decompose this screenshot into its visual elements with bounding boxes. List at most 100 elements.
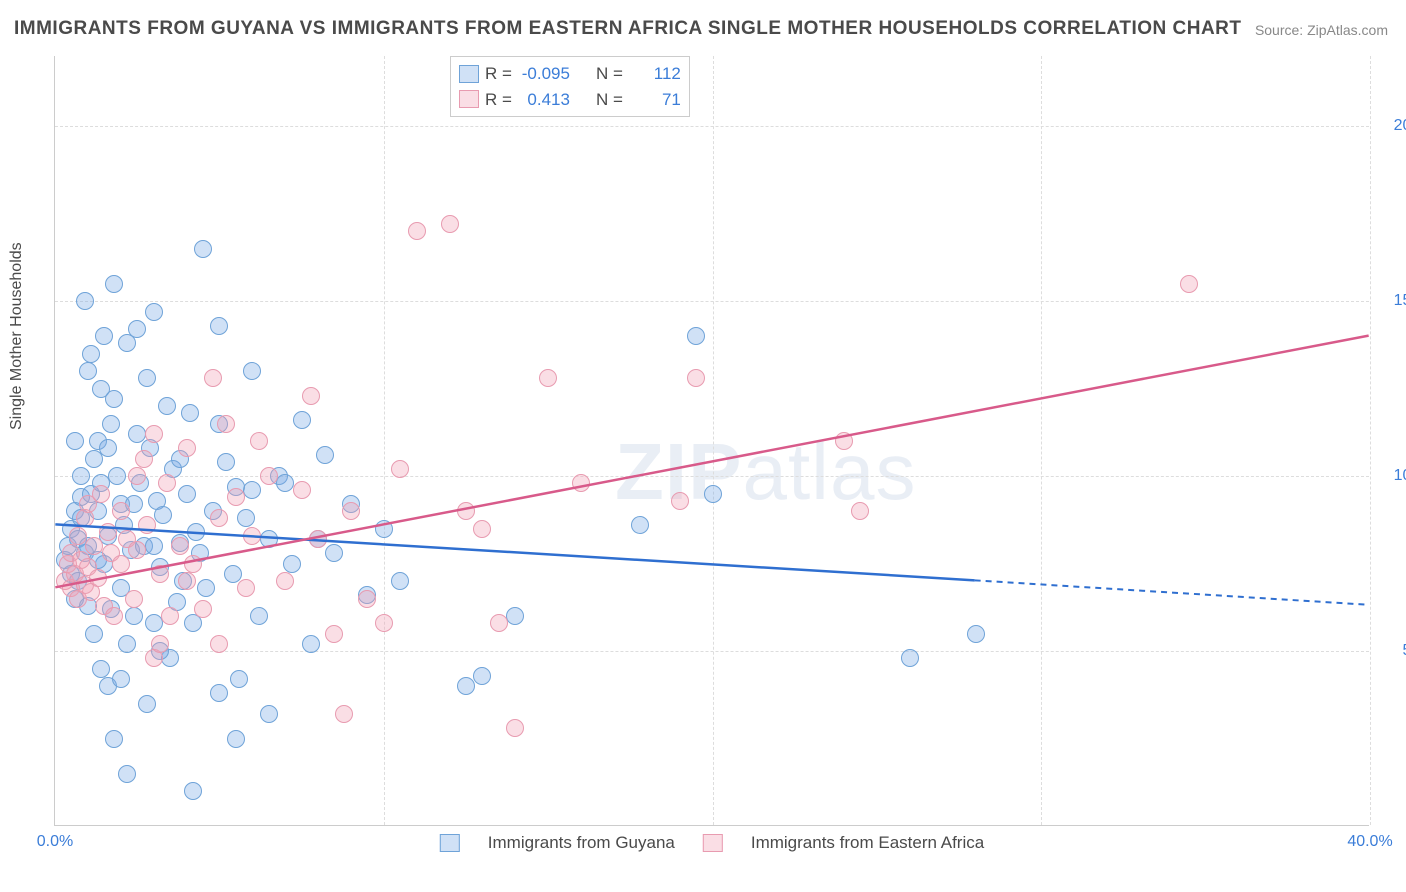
scatter-point (250, 432, 268, 450)
swatch-eastern-africa-icon (703, 834, 723, 852)
scatter-point (490, 614, 508, 632)
scatter-point (128, 467, 146, 485)
scatter-point (260, 705, 278, 723)
x-tick-label: 40.0% (1347, 833, 1392, 851)
scatter-point (375, 520, 393, 538)
scatter-point (108, 467, 126, 485)
scatter-point (138, 516, 156, 534)
stats-row-eastern-africa: R = 0.413 N = 71 (459, 87, 681, 113)
chart-plot-area: ZIPatlas R = -0.095 N = 112 R = 0.413 N … (54, 56, 1369, 826)
scatter-point (237, 579, 255, 597)
stats-row-guyana: R = -0.095 N = 112 (459, 61, 681, 87)
scatter-point (671, 492, 689, 510)
scatter-point (125, 590, 143, 608)
scatter-point (178, 485, 196, 503)
scatter-point (112, 502, 130, 520)
scatter-point (128, 320, 146, 338)
scatter-point (66, 432, 84, 450)
scatter-point (112, 670, 130, 688)
x-gridline (713, 56, 714, 825)
scatter-point (302, 635, 320, 653)
scatter-point (89, 569, 107, 587)
x-tick-label: 0.0% (37, 833, 73, 851)
scatter-point (118, 635, 136, 653)
scatter-point (85, 625, 103, 643)
scatter-point (69, 527, 87, 545)
scatter-point (237, 509, 255, 527)
scatter-point (901, 649, 919, 667)
scatter-point (184, 555, 202, 573)
scatter-point (105, 730, 123, 748)
scatter-point (506, 607, 524, 625)
scatter-point (79, 362, 97, 380)
scatter-point (276, 474, 294, 492)
source-attribution: Source: ZipAtlas.com (1255, 22, 1388, 38)
scatter-point (145, 303, 163, 321)
scatter-point (227, 730, 245, 748)
scatter-point (506, 719, 524, 737)
scatter-point (210, 509, 228, 527)
scatter-point (260, 467, 278, 485)
stats-legend-box: R = -0.095 N = 112 R = 0.413 N = 71 (450, 56, 690, 117)
scatter-point (687, 369, 705, 387)
scatter-point (154, 506, 172, 524)
scatter-point (99, 523, 117, 541)
x-gridline (384, 56, 385, 825)
scatter-point (184, 782, 202, 800)
scatter-point (99, 439, 117, 457)
scatter-point (102, 415, 120, 433)
scatter-point (227, 488, 245, 506)
y-tick-label: 10.0% (1379, 467, 1406, 485)
scatter-point (105, 275, 123, 293)
scatter-point (316, 446, 334, 464)
scatter-point (967, 625, 985, 643)
scatter-point (128, 541, 146, 559)
swatch-guyana (459, 65, 479, 83)
scatter-point (391, 572, 409, 590)
legend-label-eastern-africa: Immigrants from Eastern Africa (751, 833, 984, 853)
x-gridline (1041, 56, 1042, 825)
y-tick-label: 20.0% (1379, 117, 1406, 135)
scatter-point (145, 614, 163, 632)
bottom-legend: Immigrants from Guyana Immigrants from E… (430, 831, 994, 855)
scatter-point (118, 765, 136, 783)
scatter-point (283, 555, 301, 573)
scatter-point (293, 481, 311, 499)
scatter-point (72, 467, 90, 485)
scatter-point (325, 544, 343, 562)
scatter-point (145, 537, 163, 555)
scatter-point (135, 450, 153, 468)
scatter-point (210, 684, 228, 702)
legend-label-guyana: Immigrants from Guyana (488, 833, 675, 853)
scatter-point (250, 607, 268, 625)
swatch-guyana-icon (440, 834, 460, 852)
scatter-point (145, 425, 163, 443)
scatter-point (76, 292, 94, 310)
y-tick-label: 5.0% (1379, 642, 1406, 660)
scatter-point (457, 502, 475, 520)
scatter-point (473, 667, 491, 685)
scatter-point (1180, 275, 1198, 293)
scatter-point (210, 635, 228, 653)
scatter-point (243, 362, 261, 380)
scatter-point (161, 607, 179, 625)
scatter-point (704, 485, 722, 503)
scatter-point (82, 345, 100, 363)
scatter-point (95, 327, 113, 345)
scatter-point (178, 572, 196, 590)
scatter-point (158, 397, 176, 415)
scatter-point (325, 625, 343, 643)
watermark: ZIPatlas (615, 426, 916, 518)
scatter-point (204, 369, 222, 387)
scatter-point (457, 677, 475, 695)
y-tick-label: 15.0% (1379, 292, 1406, 310)
chart-title: IMMIGRANTS FROM GUYANA VS IMMIGRANTS FRO… (14, 18, 1242, 40)
scatter-point (473, 520, 491, 538)
scatter-point (309, 530, 327, 548)
scatter-point (687, 327, 705, 345)
scatter-point (441, 215, 459, 233)
scatter-point (276, 572, 294, 590)
scatter-point (178, 439, 196, 457)
scatter-point (112, 555, 130, 573)
scatter-point (125, 607, 143, 625)
